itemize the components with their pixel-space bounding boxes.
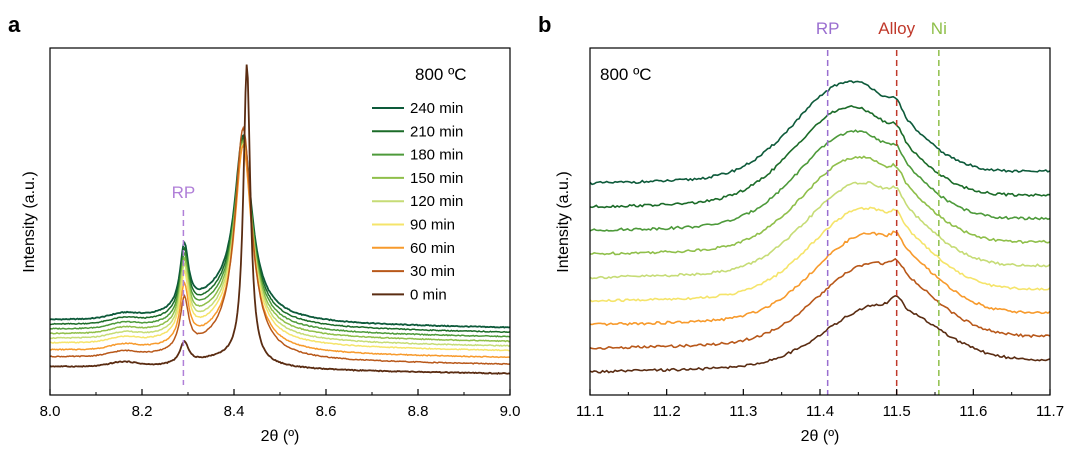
a-legend-entry: 210 min bbox=[410, 123, 463, 140]
a-tick-label: 8.6 bbox=[316, 403, 337, 420]
b-series-210-min bbox=[589, 104, 1051, 209]
b-tick-label: 11.7 bbox=[1036, 403, 1064, 420]
a-legend-entry: 90 min bbox=[410, 217, 455, 234]
a-tick-label: 8.8 bbox=[408, 403, 429, 420]
a-reference-label-RP: RP bbox=[172, 183, 196, 202]
b-tick-label: 11.1 bbox=[576, 403, 604, 420]
b-tick-label: 11.6 bbox=[959, 403, 987, 420]
a-legend: 240 min 210 min 180 min 150 min 120 min 90 mi… bbox=[372, 100, 463, 303]
a-tick-label: 8.2 bbox=[132, 403, 153, 420]
panel-label-a: a bbox=[8, 12, 21, 37]
a-series-150-min bbox=[49, 139, 511, 343]
a-series-60-min bbox=[49, 143, 511, 359]
b-series-240-min bbox=[589, 80, 1051, 186]
b-tick-label: 11.5 bbox=[883, 403, 911, 420]
b-x-ticks: 11.1 11.2 11.3 11.4 11.5 11.6 11.7 bbox=[576, 389, 1064, 420]
a-temperature-annotation: 800 ºC bbox=[415, 65, 467, 84]
a-x-ticks: 8.0 8.2 8.4 8.6 8.8 9.0 bbox=[40, 389, 521, 420]
b-y-axis-label: Intensity (a.u.) bbox=[555, 171, 572, 272]
b-reference-label-RP: RP bbox=[816, 19, 840, 38]
b-series-150-min bbox=[589, 155, 1051, 256]
a-legend-entry: 0 min bbox=[410, 286, 447, 303]
b-x-axis-label: 2θ (º) bbox=[801, 428, 840, 445]
a-legend-entry: 120 min bbox=[410, 193, 463, 210]
a-legend-entry: 180 min bbox=[410, 147, 463, 164]
a-x-axis-label: 2θ (º) bbox=[261, 428, 300, 445]
chart-a: RP 8.0 8.2 8.4 8.6 8.8 9.0 2θ (º) Intensity (… bbox=[21, 47, 521, 445]
a-legend-entry: 240 min bbox=[410, 100, 463, 117]
a-tick-label: 8.0 bbox=[40, 403, 61, 420]
a-reference-lines: RP bbox=[172, 183, 196, 385]
b-series-30-min bbox=[589, 257, 1051, 350]
b-series-180-min bbox=[589, 129, 1051, 232]
a-series-30-min bbox=[49, 125, 511, 366]
a-series-210-min bbox=[49, 136, 511, 334]
b-reference-label-Alloy: Alloy bbox=[878, 19, 915, 38]
a-series-180-min bbox=[49, 138, 511, 338]
b-series-120-min bbox=[589, 180, 1051, 280]
a-series-90-min bbox=[49, 143, 511, 352]
a-tick-label: 8.4 bbox=[224, 403, 245, 420]
a-series-0-min bbox=[49, 64, 511, 375]
b-series-0-min bbox=[589, 294, 1051, 374]
b-plot-frame bbox=[589, 47, 1051, 396]
b-tick-label: 11.3 bbox=[729, 403, 757, 420]
b-temperature-annotation: 800 ºC bbox=[600, 65, 652, 84]
a-series-layer bbox=[49, 64, 511, 375]
a-y-axis-label: Intensity (a.u.) bbox=[21, 171, 38, 272]
b-series-60-min bbox=[589, 230, 1051, 327]
a-series-240-min bbox=[49, 134, 511, 329]
b-tick-label: 11.2 bbox=[653, 403, 681, 420]
chart-b: RP Alloy Ni 11.1 11.2 11.3 11.4 11.5 11.6 11.7 2… bbox=[555, 19, 1064, 445]
b-reference-label-Ni: Ni bbox=[931, 19, 947, 38]
a-legend-entry: 150 min bbox=[410, 170, 463, 187]
b-series-layer bbox=[589, 80, 1051, 374]
a-legend-entry: 60 min bbox=[410, 240, 455, 257]
a-series-120-min bbox=[49, 142, 511, 348]
b-reference-lines: RP Alloy Ni bbox=[816, 19, 947, 395]
a-tick-label: 9.0 bbox=[500, 403, 521, 420]
b-tick-label: 11.4 bbox=[806, 403, 834, 420]
a-legend-entry: 30 min bbox=[410, 263, 455, 280]
panel-label-b: b bbox=[538, 12, 551, 37]
b-series-90-min bbox=[589, 206, 1051, 303]
